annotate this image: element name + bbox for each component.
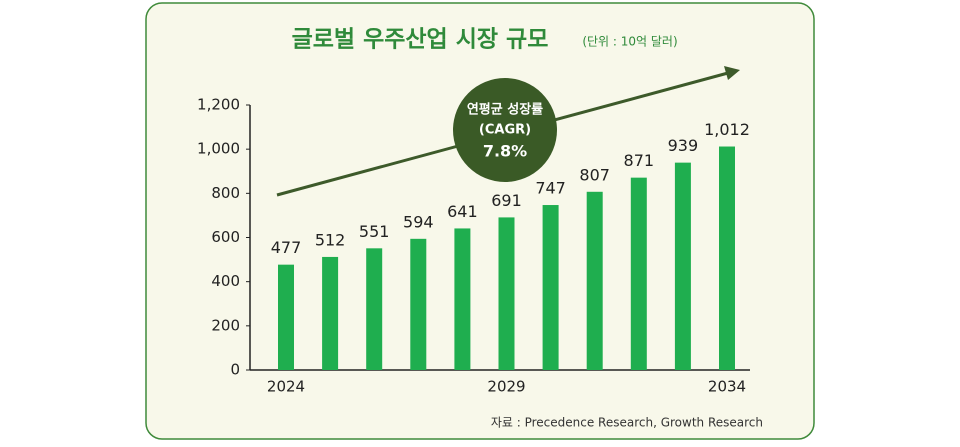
- bar: [366, 248, 383, 370]
- card: [145, 2, 815, 440]
- value-label: 594: [403, 212, 434, 231]
- y-tick-label: 1,000: [197, 140, 240, 158]
- bar: [719, 146, 735, 370]
- y-tick-label: 1,200: [197, 96, 240, 114]
- x-tick-label: 2024: [267, 378, 305, 396]
- bar: [542, 205, 559, 370]
- chart-title: 글로벌 우주산업 시장 규모: [292, 27, 549, 53]
- cagr-label: (CAGR): [479, 123, 531, 138]
- bar: [454, 228, 471, 370]
- bar: [322, 256, 339, 370]
- value-label: 871: [624, 151, 655, 170]
- chart-subtitle: (단위 : 10억 달러): [582, 35, 677, 49]
- y-tick-label: 200: [211, 316, 240, 334]
- value-label: 807: [579, 165, 610, 184]
- bar: [498, 217, 515, 370]
- value-label: 477: [271, 238, 302, 257]
- x-tick-label: 2029: [487, 378, 525, 396]
- x-tick-label: 2034: [708, 378, 746, 396]
- arrow-head: [724, 66, 740, 80]
- bar: [278, 264, 294, 370]
- y-tick-label: 600: [211, 228, 240, 246]
- y-tick-label: 400: [211, 272, 240, 290]
- value-label: 1,012: [704, 120, 750, 139]
- bar: [630, 177, 647, 370]
- value-label: 641: [447, 202, 478, 221]
- value-label: 512: [315, 230, 346, 249]
- bar: [410, 238, 427, 370]
- cagr-value: 7.8%: [483, 142, 527, 161]
- value-label: 551: [359, 222, 390, 241]
- bar: [674, 162, 691, 370]
- bar: [586, 191, 603, 370]
- value-label: 939: [668, 136, 699, 155]
- y-tick-label: 0: [230, 361, 240, 379]
- cagr-label: 연평균 성장률: [467, 102, 543, 118]
- cagr-badge: [453, 78, 557, 182]
- source: 자료 : Precedence Research, Growth Researc…: [491, 416, 763, 430]
- value-label: 747: [535, 179, 566, 198]
- value-label: 691: [491, 191, 522, 210]
- y-tick-label: 800: [211, 184, 240, 202]
